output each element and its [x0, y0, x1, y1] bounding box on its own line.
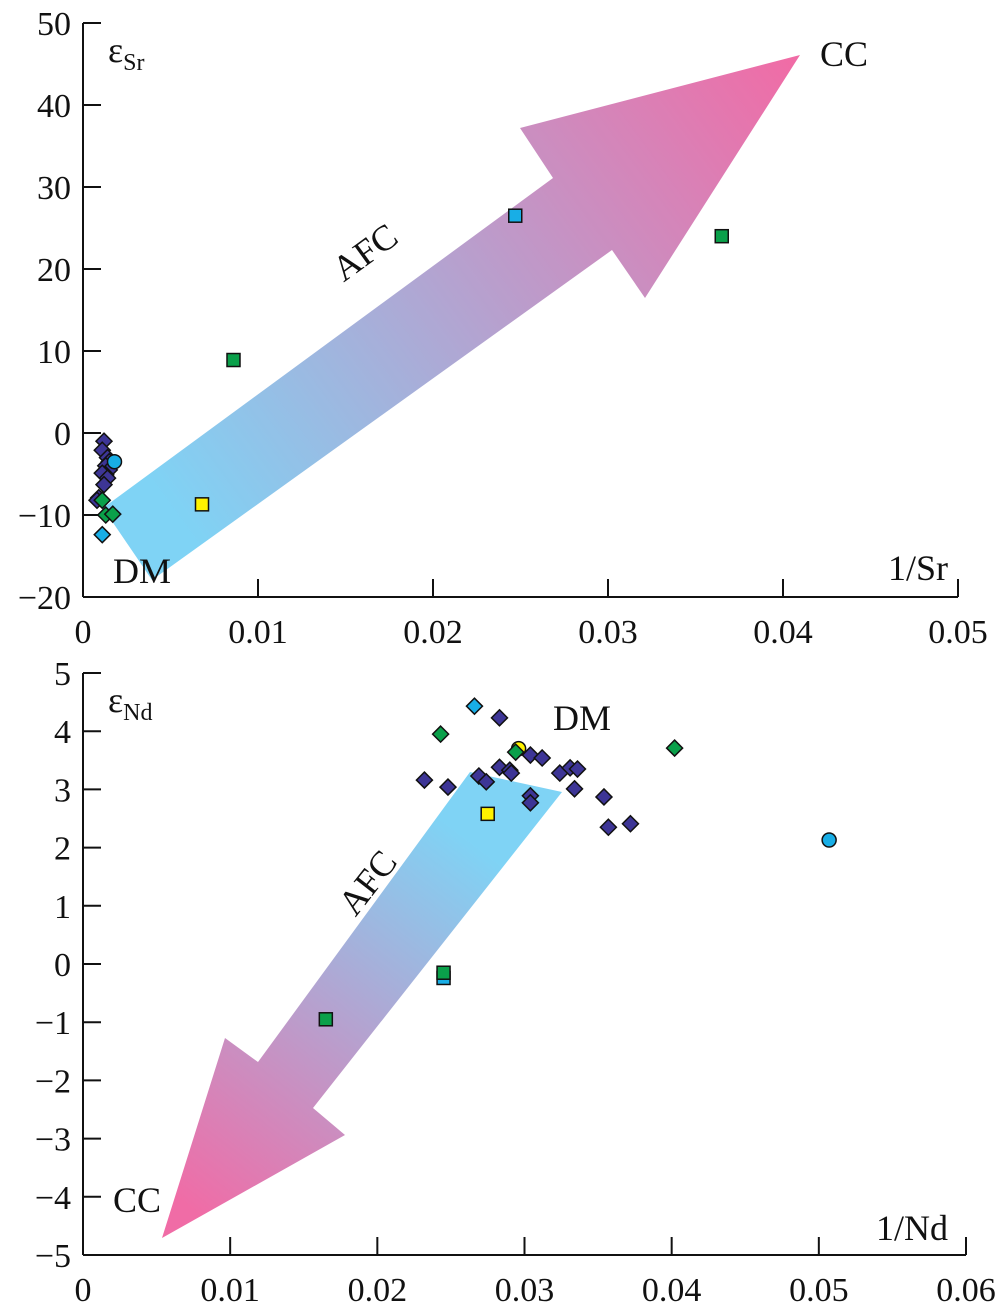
y-tick-label: 0	[54, 416, 71, 453]
y-tick-label: 2	[54, 831, 71, 868]
data-point-diamond	[599, 818, 618, 837]
x-tick-label: 0	[75, 614, 92, 651]
y-tick-label: 0	[54, 947, 71, 984]
y-tick-label: 20	[37, 252, 71, 289]
data-point-diamond	[93, 525, 112, 544]
x-tick-label: 0	[75, 1272, 92, 1309]
dm-label: DM	[113, 551, 171, 591]
y-tick-label: −5	[35, 1238, 71, 1275]
data-point-diamond	[521, 793, 540, 812]
x-tick-label: 0.04	[642, 1272, 702, 1309]
x-tick-label: 0.03	[495, 1272, 555, 1309]
data-point-diamond	[594, 787, 614, 807]
data-point-diamond	[568, 759, 587, 779]
y-tick-label: 50	[37, 6, 71, 43]
y-axis-label: εSr	[108, 30, 144, 76]
x-axis-label: 1/Sr	[888, 548, 948, 588]
x-tick-label: 0.05	[789, 1272, 849, 1309]
afc-arrow	[103, 55, 800, 580]
data-point-diamond	[621, 814, 640, 833]
y-tick-label: −2	[35, 1063, 71, 1100]
y-tick-label: −1	[35, 1005, 71, 1042]
data-point-diamond	[502, 764, 521, 783]
y-tick-label: 4	[54, 714, 71, 751]
data-point-diamond	[490, 708, 509, 727]
afc-arrow	[162, 772, 562, 1238]
data-point-diamond	[431, 725, 450, 744]
data-point-diamond	[438, 778, 458, 797]
y-tick-label: 5	[54, 656, 71, 693]
dm-label: DM	[553, 698, 611, 738]
y-tick-label: −10	[18, 498, 71, 535]
cc-label: CC	[113, 1180, 161, 1220]
y-axis-label: εNd	[108, 680, 152, 726]
data-point-diamond	[93, 491, 112, 510]
data-point-diamond	[665, 739, 684, 758]
data-point-square	[194, 497, 210, 512]
data-point-square	[318, 1012, 334, 1027]
data-point-diamond	[477, 772, 496, 791]
data-point-circle	[106, 453, 123, 470]
x-tick-label: 0.02	[403, 614, 463, 651]
x-tick-label: 0.02	[348, 1272, 408, 1309]
data-point-square	[508, 208, 523, 223]
x-tick-label: 0.01	[228, 614, 288, 651]
data-point-diamond	[415, 771, 434, 790]
data-point-diamond	[533, 748, 552, 768]
x-tick-label: 0.05	[928, 614, 988, 651]
data-point-diamond	[103, 505, 122, 524]
y-tick-label: −3	[35, 1122, 71, 1159]
y-tick-label: 3	[54, 772, 71, 809]
x-tick-label: 0.03	[578, 614, 638, 651]
data-point-square	[436, 965, 451, 980]
data-point-diamond	[506, 743, 525, 762]
y-tick-label: −20	[18, 580, 71, 617]
x-tick-label: 0.06	[936, 1272, 996, 1309]
data-point-square	[226, 352, 241, 368]
data-point-square	[714, 228, 729, 244]
data-point-diamond	[565, 779, 584, 798]
x-tick-label: 0.01	[200, 1272, 260, 1309]
x-axis-label: 1/Nd	[876, 1208, 948, 1248]
y-tick-label: 30	[37, 170, 71, 207]
y-tick-label: 10	[37, 334, 71, 371]
cc-label: CC	[820, 34, 868, 74]
y-tick-label: 1	[54, 889, 71, 926]
x-tick-label: 0.04	[753, 614, 813, 651]
data-point-diamond	[94, 475, 114, 494]
y-tick-label: 40	[37, 88, 71, 125]
afc-label: AFC	[325, 216, 405, 290]
data-point-diamond	[465, 697, 484, 716]
data-point-circle	[821, 832, 837, 848]
data-point-square	[480, 806, 495, 822]
y-tick-label: −4	[35, 1180, 71, 1217]
